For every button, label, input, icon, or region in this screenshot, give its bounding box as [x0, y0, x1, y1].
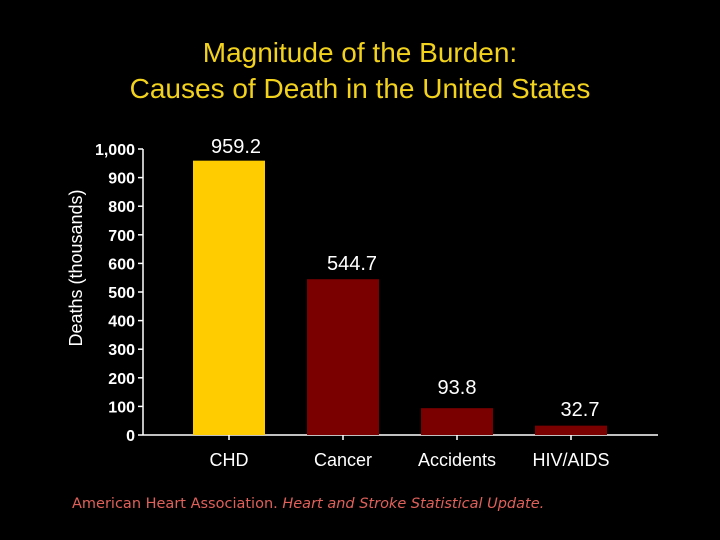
y-tick-label: 400	[108, 314, 135, 331]
y-tick-label: 900	[108, 171, 135, 188]
y-axis-label: Deaths (thousands)	[66, 189, 86, 346]
y-tick-label: 100	[108, 399, 135, 416]
data-label: 959.2	[211, 136, 261, 158]
source-publication: Heart and Stroke Statistical Update.	[282, 496, 545, 512]
source-citation: American Heart Association. Heart and St…	[72, 496, 544, 512]
chart-title-line-2: Causes of Death in the United States	[129, 73, 591, 104]
y-tick-label: 200	[108, 371, 135, 388]
bar-hiv-aids	[535, 425, 607, 435]
x-category-label: HIV/AIDS	[532, 450, 609, 470]
data-label: 32.7	[561, 399, 600, 421]
y-tick-label: 0	[126, 428, 135, 445]
y-tick-label: 300	[108, 342, 135, 359]
y-tick-label: 700	[108, 228, 135, 245]
y-tick-label: 500	[108, 285, 135, 302]
y-tick-label: 600	[108, 256, 135, 273]
y-tick-label: 1,000	[95, 142, 135, 159]
bar-cancer	[307, 279, 379, 435]
data-label: 93.8	[438, 377, 477, 399]
chart-title-line-1: Magnitude of the Burden:	[202, 37, 518, 68]
x-category-label: Accidents	[418, 450, 496, 470]
x-category-label: CHD	[210, 450, 249, 470]
source-organization: American Heart Association.	[72, 496, 278, 512]
bar-chd	[193, 160, 265, 435]
x-category-label: Cancer	[314, 450, 372, 470]
y-tick-label: 800	[108, 199, 135, 216]
data-label: 544.7	[327, 253, 377, 275]
bar-accidents	[421, 408, 493, 435]
